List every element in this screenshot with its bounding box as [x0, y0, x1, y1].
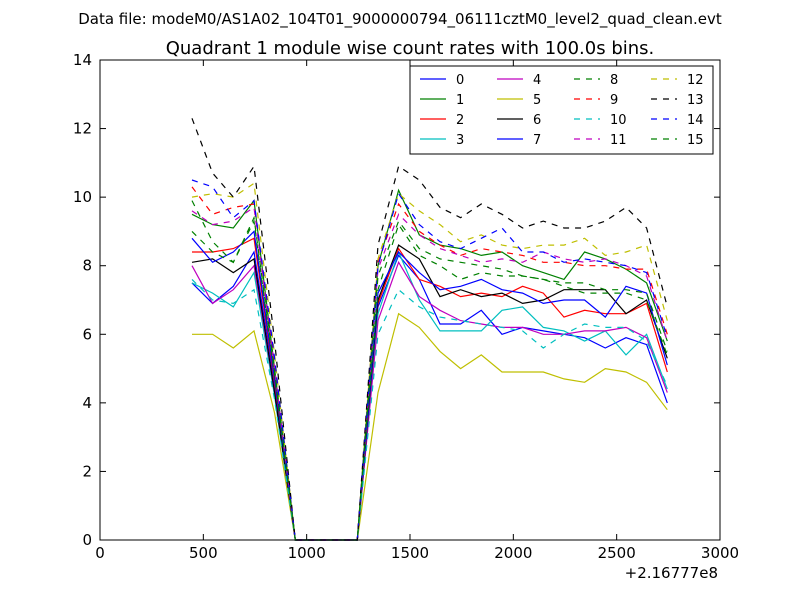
legend-label-4: 4 [533, 73, 541, 88]
series-line-5 [192, 312, 668, 541]
legend-label-11: 11 [610, 133, 627, 148]
y-tick-label: 12 [73, 120, 92, 138]
y-tick-label: 6 [82, 325, 92, 343]
legend-label-13: 13 [687, 93, 704, 108]
y-tick-label: 8 [82, 257, 92, 275]
legend-label-12: 12 [687, 73, 704, 88]
x-tick-label: 2000 [494, 544, 532, 562]
legend-label-1: 1 [456, 93, 464, 108]
x-tick-label: 2500 [598, 544, 636, 562]
series-line-15 [191, 200, 668, 541]
series-line-7 [191, 230, 668, 541]
y-tick-label: 14 [73, 51, 92, 69]
y-tick-label: 10 [73, 188, 92, 206]
x-tick-label: 500 [189, 544, 218, 562]
legend-label-7: 7 [533, 133, 541, 148]
legend-label-6: 6 [533, 113, 541, 128]
legend-label-9: 9 [610, 93, 618, 108]
series-line-13 [191, 118, 668, 541]
series-line-6 [191, 244, 668, 541]
x-tick-label: 1500 [391, 544, 429, 562]
y-tick-label: 0 [82, 531, 92, 549]
legend-label-3: 3 [456, 133, 464, 148]
x-axis-offset-label: +2.16777e8 [625, 564, 718, 582]
legend-label-8: 8 [610, 73, 618, 88]
legend-label-10: 10 [610, 113, 627, 128]
x-tick-label: 3000 [701, 544, 739, 562]
legend-label-0: 0 [456, 73, 464, 88]
legend-box [409, 65, 714, 155]
y-tick-label: 4 [82, 394, 92, 412]
series-line-8 [191, 219, 668, 541]
legend-label-14: 14 [687, 113, 704, 128]
y-tick-label: 2 [82, 462, 92, 480]
legend-label-2: 2 [456, 113, 464, 128]
series-line-12 [191, 182, 668, 541]
series-line-11 [191, 206, 668, 541]
chart-title: Quadrant 1 module wise count rates with … [166, 38, 655, 59]
legend-label-15: 15 [687, 133, 704, 148]
legend-label-5: 5 [533, 93, 541, 108]
series-line-14 [191, 179, 668, 541]
x-tick-label: 1000 [288, 544, 326, 562]
series-layer [191, 118, 668, 541]
series-line-10 [191, 278, 668, 541]
series-line-3 [191, 250, 668, 541]
x-tick-label: 0 [95, 544, 105, 562]
data-file-label: Data file: modeM0/AS1A02_104T01_90000007… [78, 10, 722, 29]
